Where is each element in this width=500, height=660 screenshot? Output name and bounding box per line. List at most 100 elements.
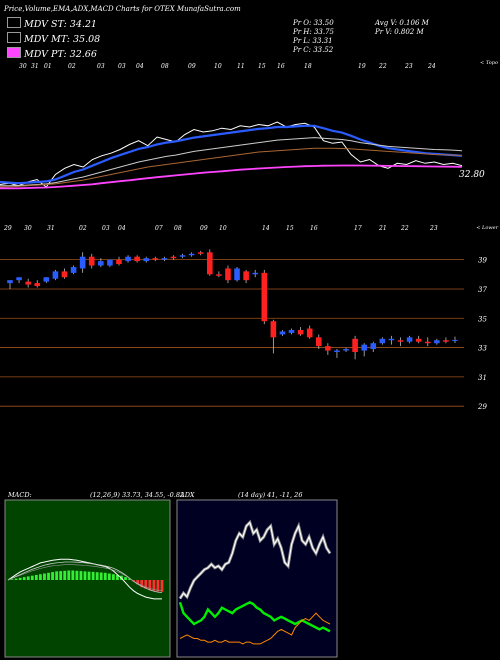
adx-label: ADX [179,491,195,499]
y-tick-label: 33 [478,345,487,353]
candle-body [107,259,113,266]
macd-histogram-bar [75,570,79,580]
top-date-label: 03 [118,63,126,70]
macd-histogram-bar [34,574,38,580]
macd-histogram-bar [55,571,59,580]
candle-body [25,281,31,285]
top-date-label: 17 [354,225,362,232]
macd-histogram-bar [116,574,119,580]
candle-body [279,331,286,335]
macd-histogram-bar [91,571,95,580]
top-date-label: 18 [304,63,312,70]
macd-histogram-bar [128,578,131,580]
candle-body [79,256,86,269]
macd-histogram-bar [87,571,91,580]
candle-body [7,280,13,284]
price-high: Pr H: 33.75 [293,28,335,36]
legend-mt-swatch [7,32,21,43]
candle-body [270,321,277,338]
candle-body [134,256,140,262]
page-title: Price,Volume,EMA,ADX,MACD Charts for OTE… [4,5,241,13]
candle-body [288,330,295,333]
y-tick-label: 35 [478,315,487,323]
top-date-label: 23 [429,225,438,232]
candle-body [206,252,213,275]
candle-body [243,271,249,281]
top-date-label: 02 [68,63,76,70]
top-date-label: 24 [427,63,436,70]
macd-histogram-bar [59,571,63,580]
macd-histogram-bar [111,574,115,580]
top-date-label: 01 [44,63,52,70]
macd-histogram-bar [10,579,14,580]
macd-histogram-bar [95,572,99,580]
corner-label: < Topo [480,60,498,66]
candle-body [415,338,422,342]
top-date-label: 30 [24,225,32,232]
candle-body [452,339,458,341]
candle-body [61,271,68,278]
legend-st: MDV ST: 34.21 [7,17,97,30]
macd-histogram-bar [79,571,83,580]
macd-histogram-bar [160,580,164,592]
candle-body [388,338,395,341]
candle-body [434,340,440,344]
corner-label: < Lower [476,225,498,231]
series-adx-white [179,521,331,599]
candle-body [343,349,349,351]
top-date-label: 16 [310,225,318,232]
top-date-label: 04 [136,63,144,70]
top-date-label: 08 [161,63,169,70]
candle-body [216,274,222,276]
price-open: Pr O: 33.50 [293,19,334,27]
macd-histogram-bar [63,570,67,580]
candle-body [179,255,186,257]
series-ema-slow [0,147,463,188]
legend-pt: MDV PT: 32.66 [7,47,97,60]
candle-body [225,268,231,281]
top-date-label: 14 [262,225,270,232]
candle-body [306,328,313,338]
adx-params: (14 day) 41, -11, 26 [238,491,302,499]
candle-body [125,256,131,262]
top-date-label: 11 [237,63,245,70]
series-plus-di [178,600,331,633]
macd-histogram-bar [51,572,54,580]
macd-histogram-bar [99,572,103,580]
macd-histogram-bar [22,577,26,580]
top-date-label: 15 [258,63,266,70]
signal-line-2 [7,564,163,591]
top-date-label: 03 [97,63,105,70]
price-close: Pr C: 33.52 [293,46,334,54]
top-date-label: 31 [47,225,55,232]
top-date-label: 29 [3,225,12,232]
macd-panel [4,499,171,658]
candle-body [98,261,104,266]
price-low: Pr L: 33.31 [293,37,333,45]
candle-body [116,259,122,265]
adx-panel [176,499,338,658]
top-date-label: 09 [200,225,208,232]
macd-histogram-bar [30,575,34,580]
candle-body [170,256,177,259]
macd-histogram-bar [152,580,156,591]
macd-histogram-bar [136,580,140,585]
macd-histogram-bar [144,580,148,589]
signal-line [7,561,163,593]
top-date-label: 21 [378,225,387,232]
last-price-label: 32.80 [459,170,485,180]
candle-body [297,330,304,335]
y-tick-label: 39 [478,257,487,265]
macd-histogram-bar [148,580,152,591]
macd-params: (12,26,9) 33.73, 34.55, -0.82 [90,491,184,499]
candle-body [143,258,150,262]
top-date-label: 03 [102,225,110,232]
candle-body [443,340,449,342]
macd-histogram-bar [43,573,46,580]
top-date-label: 22 [400,225,409,232]
legend-st-swatch [7,17,21,28]
top-date-label: 02 [79,225,87,232]
candle-body [361,344,367,351]
candle-body [34,283,41,287]
y-tick-label: 37 [478,286,487,294]
